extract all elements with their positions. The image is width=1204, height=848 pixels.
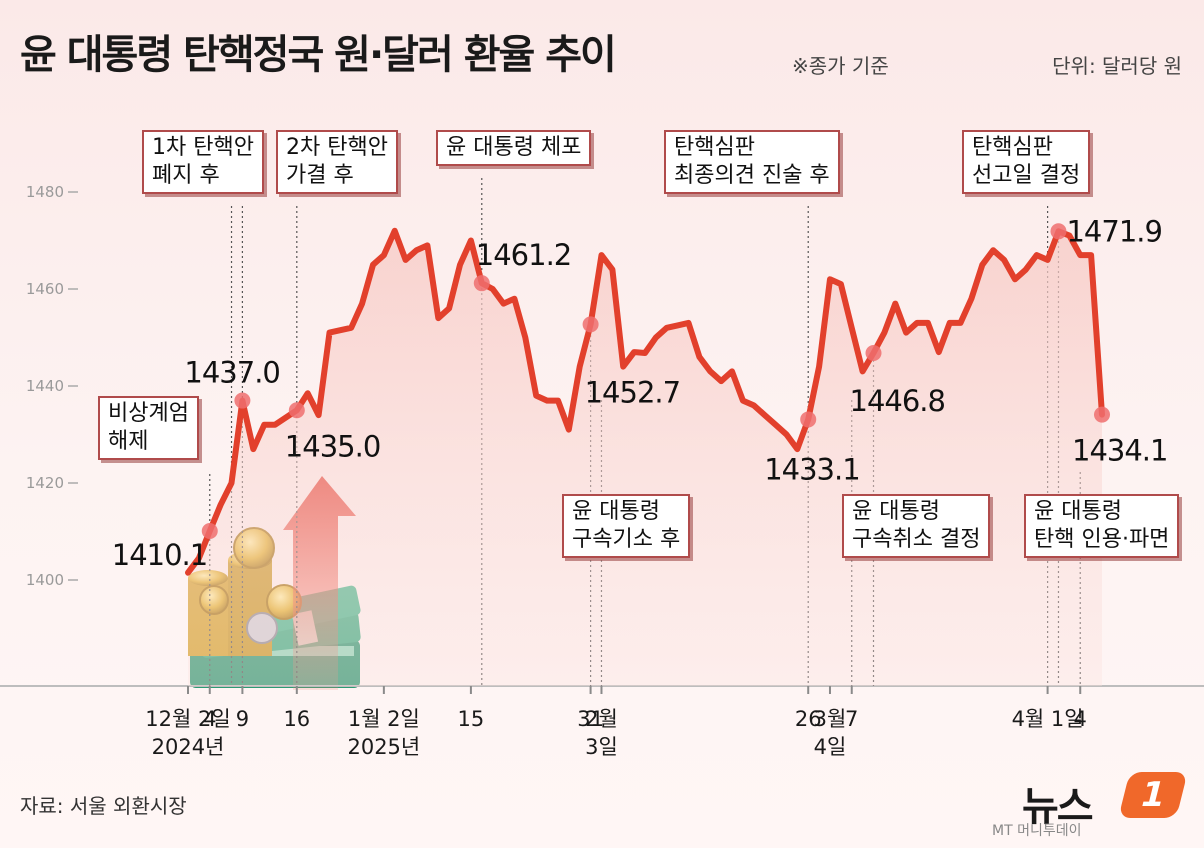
logo-badge: 1: [1118, 772, 1188, 818]
value-labels: 1410.1 1437.0 1435.0 1461.2 1452.7 1433.1 1446…: [112, 214, 1169, 572]
data-value-label: 1410.1: [112, 538, 207, 572]
y-tick-label: 1460: [26, 280, 64, 298]
x-tick-label: 3월: [814, 707, 847, 731]
data-value-label: 1461.2: [476, 238, 571, 272]
x-tick-label: 16: [283, 707, 310, 731]
x-tick-label: 4: [203, 707, 216, 731]
annotation-line: 윤 대통령 체포: [446, 135, 582, 160]
annotation-line: 윤 대통령: [572, 499, 660, 524]
point-markers: [201, 223, 1110, 540]
x-tick-label: 2024년: [152, 735, 225, 759]
series-line: [185, 227, 1105, 687]
annotation-line: 최종의견 진술 후: [674, 163, 830, 188]
data-value-label: 1434.1: [1072, 434, 1167, 468]
logo-wordmark: 뉴스: [1022, 784, 1094, 830]
data-value-label: 1446.8: [850, 384, 945, 418]
x-tick-label: 26: [795, 707, 822, 731]
unit-label: 단위: 달러당 원: [1052, 54, 1182, 78]
annotation-line: 비상계엄: [108, 401, 189, 426]
data-point-marker: [201, 523, 218, 540]
data-point-marker: [582, 316, 599, 333]
note-text: ※종가 기준: [792, 54, 889, 78]
annotation-line: 탄핵심판: [674, 135, 755, 160]
area-fill: [188, 230, 1102, 687]
annotation-line: 탄핵 인용·파면: [1034, 527, 1170, 552]
annotation-line: 2차 탄핵안: [286, 135, 388, 160]
news1-logo: 뉴스 1 MT 머니투데이: [992, 768, 1192, 846]
annotation-president-indicted: 윤 대통령 구속기소 후: [562, 494, 691, 558]
x-tick-label: 4월 1일: [1012, 707, 1084, 731]
y-tick-label: 1480: [26, 183, 64, 201]
x-tick-label: 12월 2일: [145, 707, 230, 731]
x-tick-label: 2025년: [347, 735, 420, 759]
x-tick-label: 3일: [585, 735, 618, 759]
annotation-line: 1차 탄핵안: [152, 135, 254, 160]
annotation-final-argument: 탄핵심판 최종의견 진술 후: [664, 130, 840, 194]
data-point-marker: [1094, 406, 1110, 423]
annotation-first-impeachment-scrapped: 1차 탄핵안 폐지 후: [142, 130, 264, 194]
logo-subtext: MT 머니투데이: [992, 823, 1082, 839]
data-point-marker: [473, 275, 490, 292]
annotation-president-arrested: 윤 대통령 체포: [436, 130, 592, 166]
annotation-ruling-date-set: 탄핵심판 선고일 결정: [962, 130, 1091, 194]
y-tick-label: 1420: [26, 474, 64, 492]
data-point-marker: [865, 345, 882, 362]
x-tick-label: 2월: [585, 707, 618, 731]
data-value-label: 1435.0: [285, 429, 380, 463]
data-value-label: 1437.0: [184, 356, 279, 390]
x-tick-label: 4일: [814, 735, 847, 759]
source-text: 자료: 서울 외환시장: [20, 794, 187, 818]
data-value-label: 1433.1: [764, 452, 859, 486]
annotation-martial-law-lifted: 비상계엄 해제: [98, 396, 199, 460]
x-tick-label: 7: [845, 707, 858, 731]
annotation-line: 윤 대통령: [852, 499, 940, 524]
annotation-impeachment-upheld: 윤 대통령 탄핵 인용·파면: [1024, 494, 1180, 558]
annotation-line: 탄핵심판: [972, 135, 1053, 160]
annotation-line: 해제: [108, 429, 149, 454]
annotation-line: 선고일 결정: [972, 163, 1081, 188]
data-point-marker: [288, 402, 305, 419]
data-point-marker: [234, 392, 251, 409]
data-value-label: 1471.9: [1066, 214, 1161, 248]
y-tick-label: 1400: [26, 571, 64, 589]
x-tick-label: 1월 2일: [348, 707, 420, 731]
x-tick-label: 4: [1074, 707, 1087, 731]
annotation-line: 구속기소 후: [572, 527, 681, 552]
y-axis: 1400 1420 1440 1460 1480: [26, 183, 78, 589]
annotation-detention-cancelled: 윤 대통령 구속취소 결정: [842, 494, 991, 558]
annotation-line: 구속취소 결정: [852, 527, 981, 552]
data-point-marker: [1050, 223, 1067, 240]
x-tick-label: 9: [236, 707, 249, 731]
data-point-marker: [800, 411, 817, 428]
chart-title: 윤 대통령 탄핵정국 원·달러 환율 추이: [20, 32, 617, 78]
y-tick-label: 1440: [26, 377, 64, 395]
annotation-second-impeachment-passed: 2차 탄핵안 가결 후: [276, 130, 398, 194]
x-tick-label: 15: [458, 707, 485, 731]
annotation-line: 가결 후: [286, 163, 354, 188]
exchange-rate-line: [185, 227, 1105, 576]
x-tick-label: 31: [577, 707, 604, 731]
annotation-line: 폐지 후: [152, 163, 220, 188]
annotation-line: 윤 대통령: [1034, 499, 1122, 524]
data-value-label: 1452.7: [585, 375, 680, 409]
